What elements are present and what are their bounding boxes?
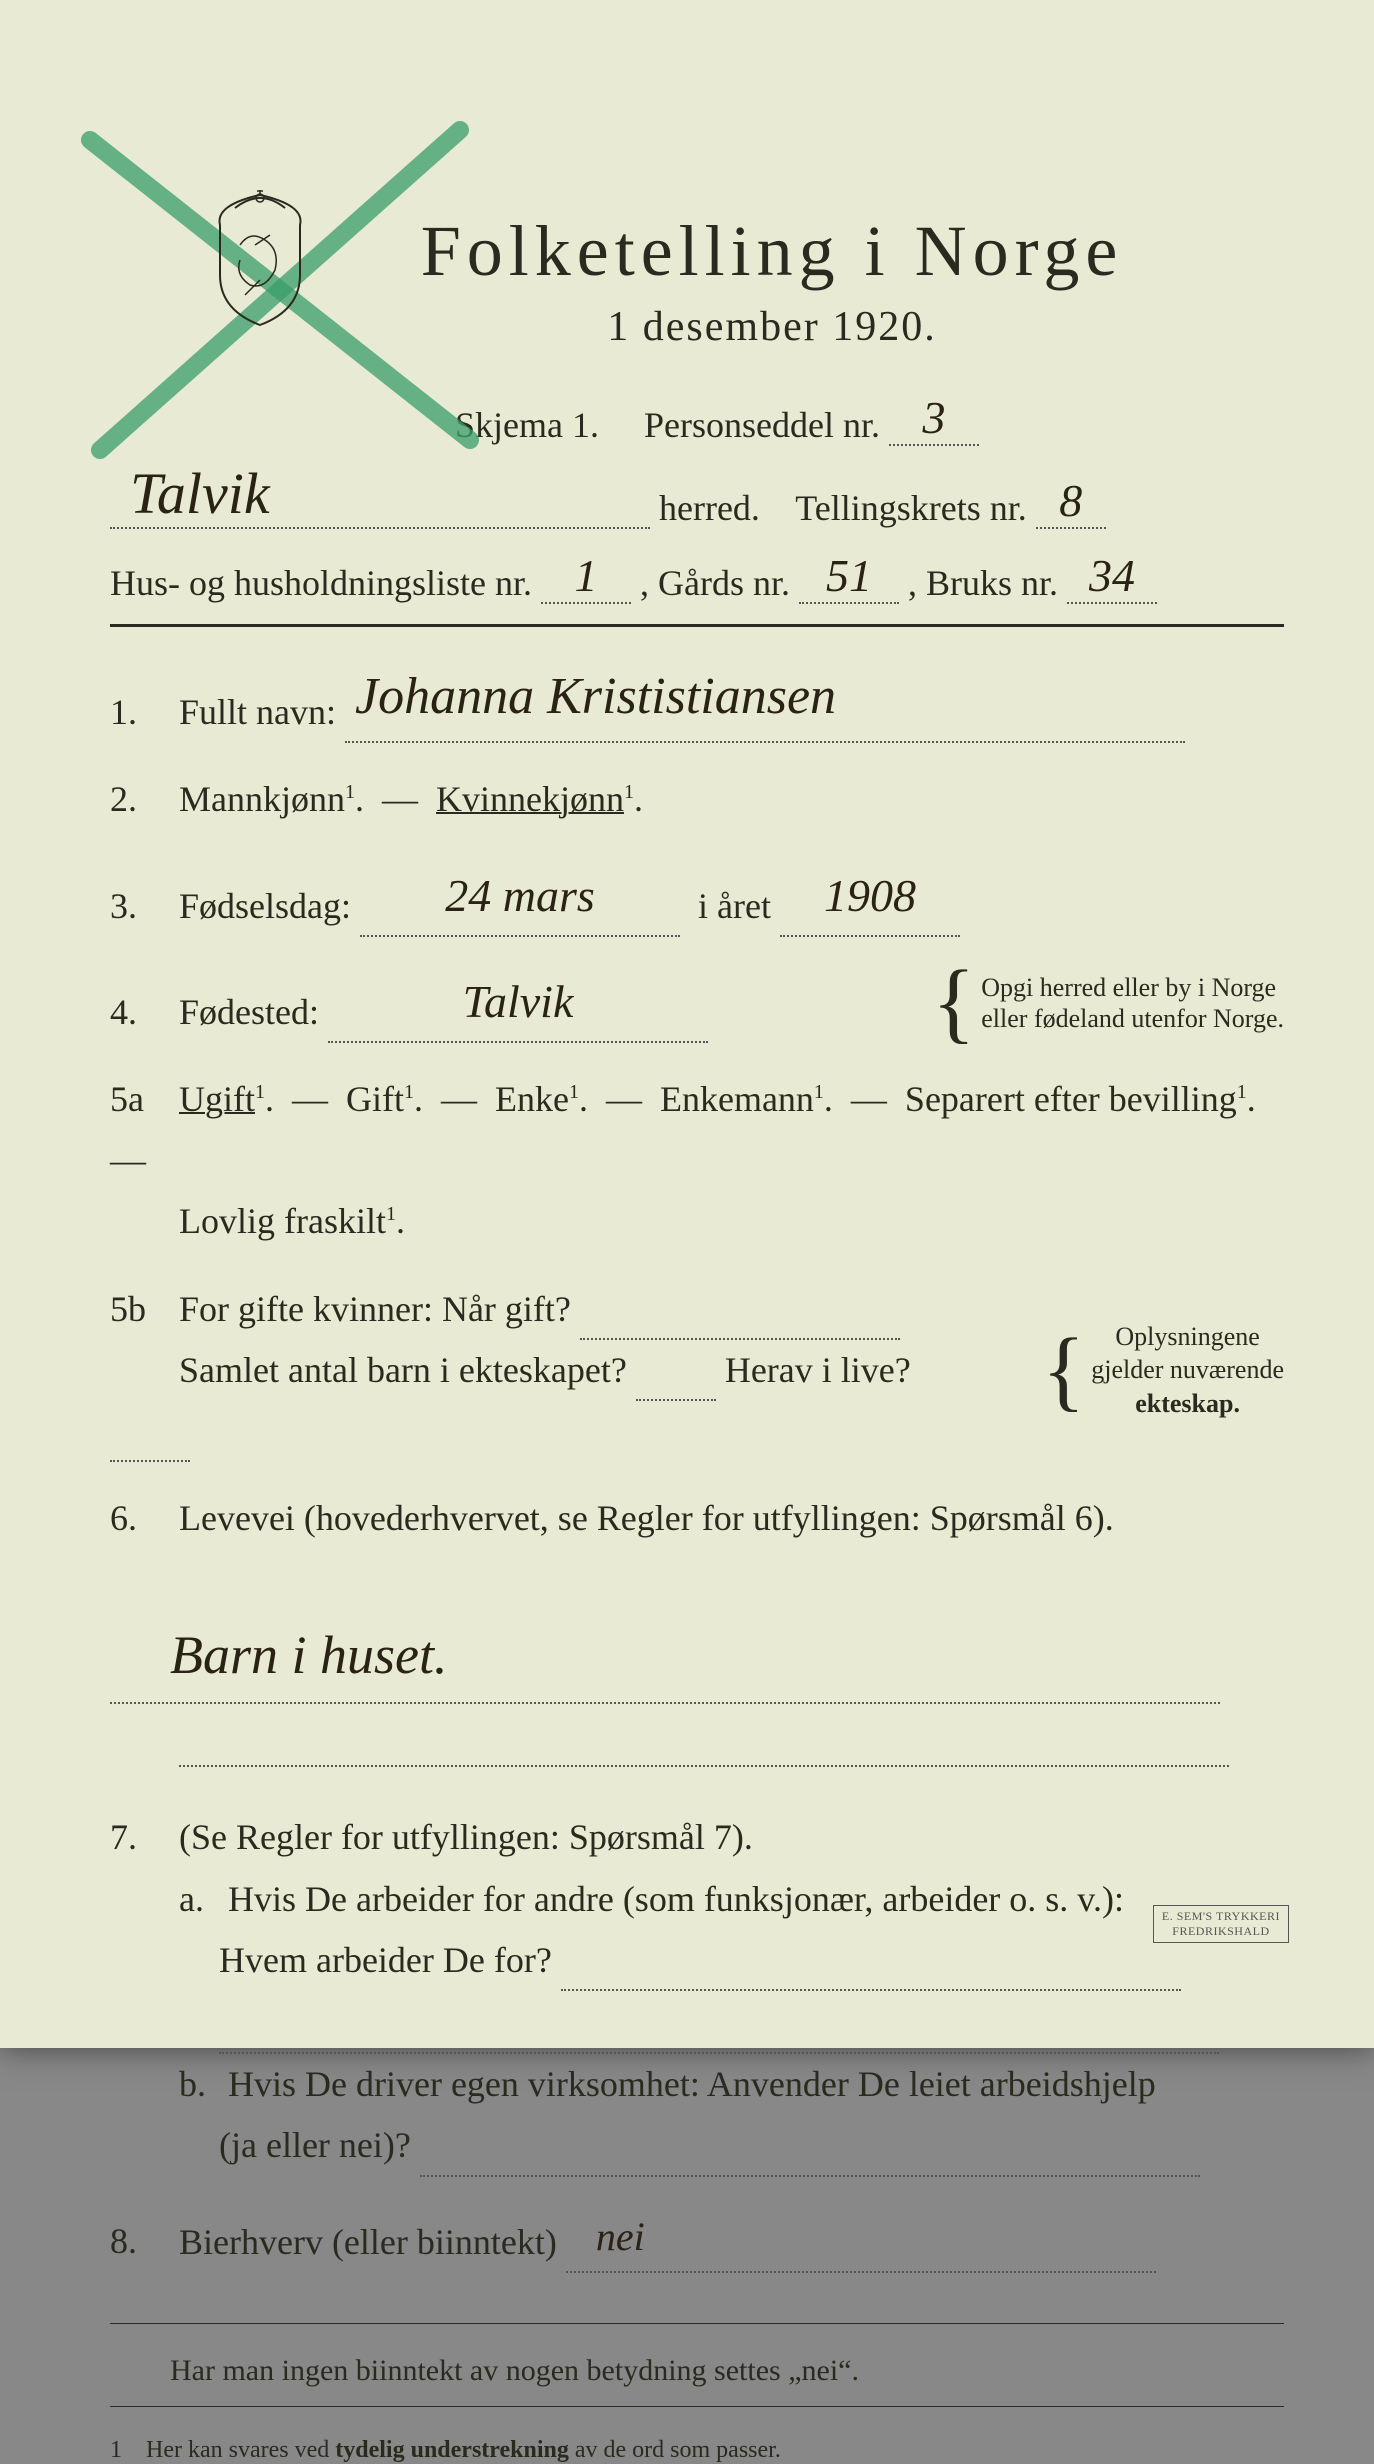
birthplace: Talvik	[463, 976, 574, 1027]
full-name-value: Johanna Krististiansen	[355, 668, 836, 725]
gards-label: , Gårds nr.	[640, 563, 790, 603]
q7b-l2: (ja eller nei)?	[219, 2125, 411, 2165]
q6-label: Levevei (hovederhvervet, se Regler for u…	[179, 1498, 1114, 1538]
q7-num: 7.	[110, 1807, 170, 1868]
bruks-nr: 34	[1089, 550, 1135, 601]
q5b-l1: For gifte kvinner: Når gift?	[179, 1289, 571, 1329]
q7-label: (Se Regler for utfyllingen: Spørsmål 7).	[179, 1817, 753, 1857]
occupation-value: Barn i huset.	[170, 1625, 448, 1685]
q5a-separert: Separert efter bevilling	[905, 1079, 1237, 1119]
q6-row: 6. Levevei (hovederhvervet, se Regler fo…	[110, 1488, 1284, 1767]
q8-row: 8. Bierhverv (eller biinntekt) nei	[110, 2203, 1284, 2273]
q5a-ugift: Ugift	[179, 1079, 255, 1119]
q5b-num: 5b	[110, 1279, 170, 1340]
q6-num: 6.	[110, 1488, 170, 1549]
herred-label: herred.	[659, 488, 760, 528]
q3-mid: i året	[698, 886, 771, 926]
bierhverv-value: nei	[596, 2214, 645, 2259]
personseddel-nr: 3	[922, 392, 945, 443]
divider-thin	[110, 2406, 1284, 2407]
census-form-page: Folketelling i Norge 1 desember 1920. Sk…	[0, 0, 1374, 2048]
q5a-fraskilt: Lovlig fraskilt	[179, 1201, 386, 1241]
q1-num: 1.	[110, 682, 170, 743]
q7b-label: b.	[179, 2054, 219, 2115]
q5b-note: Oplysningene gjelder nuværende ekteskap.	[1091, 1320, 1284, 1421]
husliste-label: Hus- og husholdningsliste nr.	[110, 563, 532, 603]
divider	[110, 624, 1284, 627]
q3-row: 3. Fødselsdag: 24 mars i året 1908	[110, 857, 1284, 937]
title-date: 1 desember 1920.	[260, 303, 1284, 351]
q3-label: Fødselsdag:	[179, 886, 351, 926]
q5b-l2b: Herav i live?	[725, 1350, 911, 1390]
title-main: Folketelling i Norge	[260, 210, 1284, 293]
q1-row: 1. Fullt navn: Johanna Krististiansen	[110, 653, 1284, 743]
q2-female: Kvinnekjønn	[436, 779, 624, 819]
q7a-l1: Hvis De arbeider for andre (som funksjon…	[228, 1879, 1124, 1919]
birth-day: 24 mars	[445, 870, 595, 921]
q5b-row: 5b For gifte kvinner: Når gift? Samlet a…	[110, 1279, 1284, 1463]
herred-line: Talvik herred. Tellingskrets nr. 8	[110, 460, 1284, 529]
herred-name: Talvik	[130, 461, 270, 526]
q7a-label: a.	[179, 1869, 219, 1930]
q4-note: Opgi herred eller by i Norge eller fødel…	[981, 972, 1284, 1034]
husliste-nr: 1	[575, 550, 598, 601]
skjema-line: Skjema 1. Personseddel nr. 3	[150, 391, 1284, 446]
brace-icon: {	[932, 980, 975, 1025]
q7-row: 7. (Se Regler for utfyllingen: Spørsmål …	[110, 1807, 1284, 2176]
q2-num: 2.	[110, 769, 170, 830]
bruks-label: , Bruks nr.	[908, 563, 1058, 603]
q5a-gift: Gift	[346, 1079, 404, 1119]
q5a-row: 5a Ugift1. — Gift1. — Enke1. — Enkemann1…	[110, 1069, 1284, 1253]
q1-label: Fullt navn:	[179, 692, 336, 732]
q8-num: 8.	[110, 2211, 170, 2272]
divider-thin	[110, 2323, 1284, 2324]
q5a-enkemann: Enkemann	[660, 1079, 814, 1119]
q8-label: Bierhverv (eller biinntekt)	[179, 2221, 557, 2261]
gards-nr: 51	[826, 550, 872, 601]
q5a-num: 5a	[110, 1069, 170, 1130]
q2-male: Mannkjønn	[179, 779, 345, 819]
q4-row: 4. Fødested: Talvik { Opgi herred eller …	[110, 963, 1284, 1043]
q7a-l2: Hvem arbeider De for?	[219, 1940, 552, 1980]
birth-year: 1908	[824, 870, 916, 921]
tellingskrets-nr: 8	[1059, 475, 1082, 526]
tellingskrets-label: Tellingskrets nr.	[795, 488, 1026, 528]
form-header: Folketelling i Norge 1 desember 1920.	[260, 210, 1284, 351]
q4-num: 4.	[110, 982, 170, 1043]
footnote-1: 1 Her kan svares ved tydelig understrekn…	[110, 2437, 1284, 2464]
footnote-nei: Har man ingen biinntekt av nogen betydni…	[170, 2354, 1284, 2388]
brace-icon: {	[1042, 1348, 1085, 1393]
q2-row: 2. Mannkjønn1. — Kvinnekjønn1.	[110, 769, 1284, 830]
coat-of-arms-icon	[205, 190, 315, 330]
q7b-l1: Hvis De driver egen virksomhet: Anvender…	[228, 2064, 1156, 2104]
skjema-label: Skjema 1.	[455, 405, 599, 445]
q4-label: Fødested:	[179, 992, 319, 1032]
personseddel-label: Personseddel nr.	[644, 405, 880, 445]
printer-stamp: E. SEM'S TRYKKERI FREDRIKSHALD	[1153, 1905, 1289, 1943]
q3-num: 3.	[110, 876, 170, 937]
q5b-l2a: Samlet antal barn i ekteskapet?	[179, 1350, 627, 1390]
hus-line: Hus- og husholdningsliste nr. 1 , Gårds …	[110, 549, 1284, 604]
q5a-enke: Enke	[495, 1079, 569, 1119]
